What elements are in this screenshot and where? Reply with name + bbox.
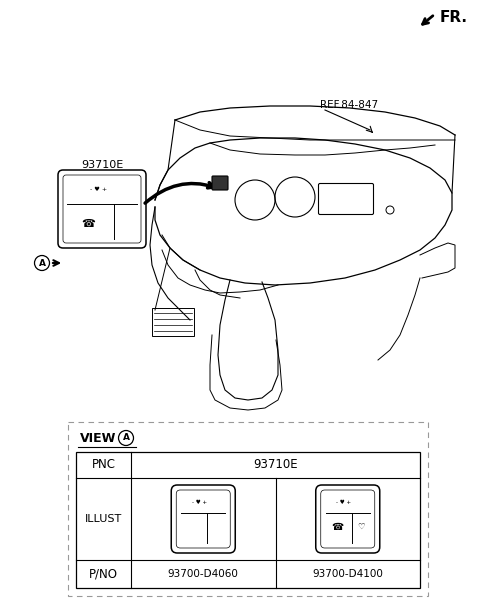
Text: - ♥ +: - ♥ + bbox=[192, 500, 207, 505]
Text: VIEW: VIEW bbox=[80, 431, 116, 445]
Text: 93710E: 93710E bbox=[81, 160, 123, 170]
Text: - ♥ +: - ♥ + bbox=[90, 187, 107, 193]
Text: 93700-D4100: 93700-D4100 bbox=[312, 569, 383, 579]
Text: A: A bbox=[38, 259, 46, 268]
Bar bbox=[152, 308, 194, 336]
Text: 93700-D4060: 93700-D4060 bbox=[168, 569, 239, 579]
Text: ☎: ☎ bbox=[331, 522, 343, 532]
Text: ☎: ☎ bbox=[81, 219, 95, 229]
Text: PNC: PNC bbox=[92, 458, 116, 472]
Text: P/NO: P/NO bbox=[89, 568, 118, 580]
Text: 93710E: 93710E bbox=[253, 458, 298, 472]
FancyBboxPatch shape bbox=[212, 176, 228, 190]
Text: REF.84-847: REF.84-847 bbox=[320, 100, 378, 110]
Text: ILLUST: ILLUST bbox=[85, 514, 122, 524]
Text: FR.: FR. bbox=[440, 10, 468, 25]
Bar bbox=[76, 452, 420, 588]
Text: A: A bbox=[122, 434, 130, 443]
Bar bbox=[68, 422, 428, 596]
Text: - ♥ +: - ♥ + bbox=[336, 500, 351, 505]
Text: ♡: ♡ bbox=[357, 523, 364, 532]
